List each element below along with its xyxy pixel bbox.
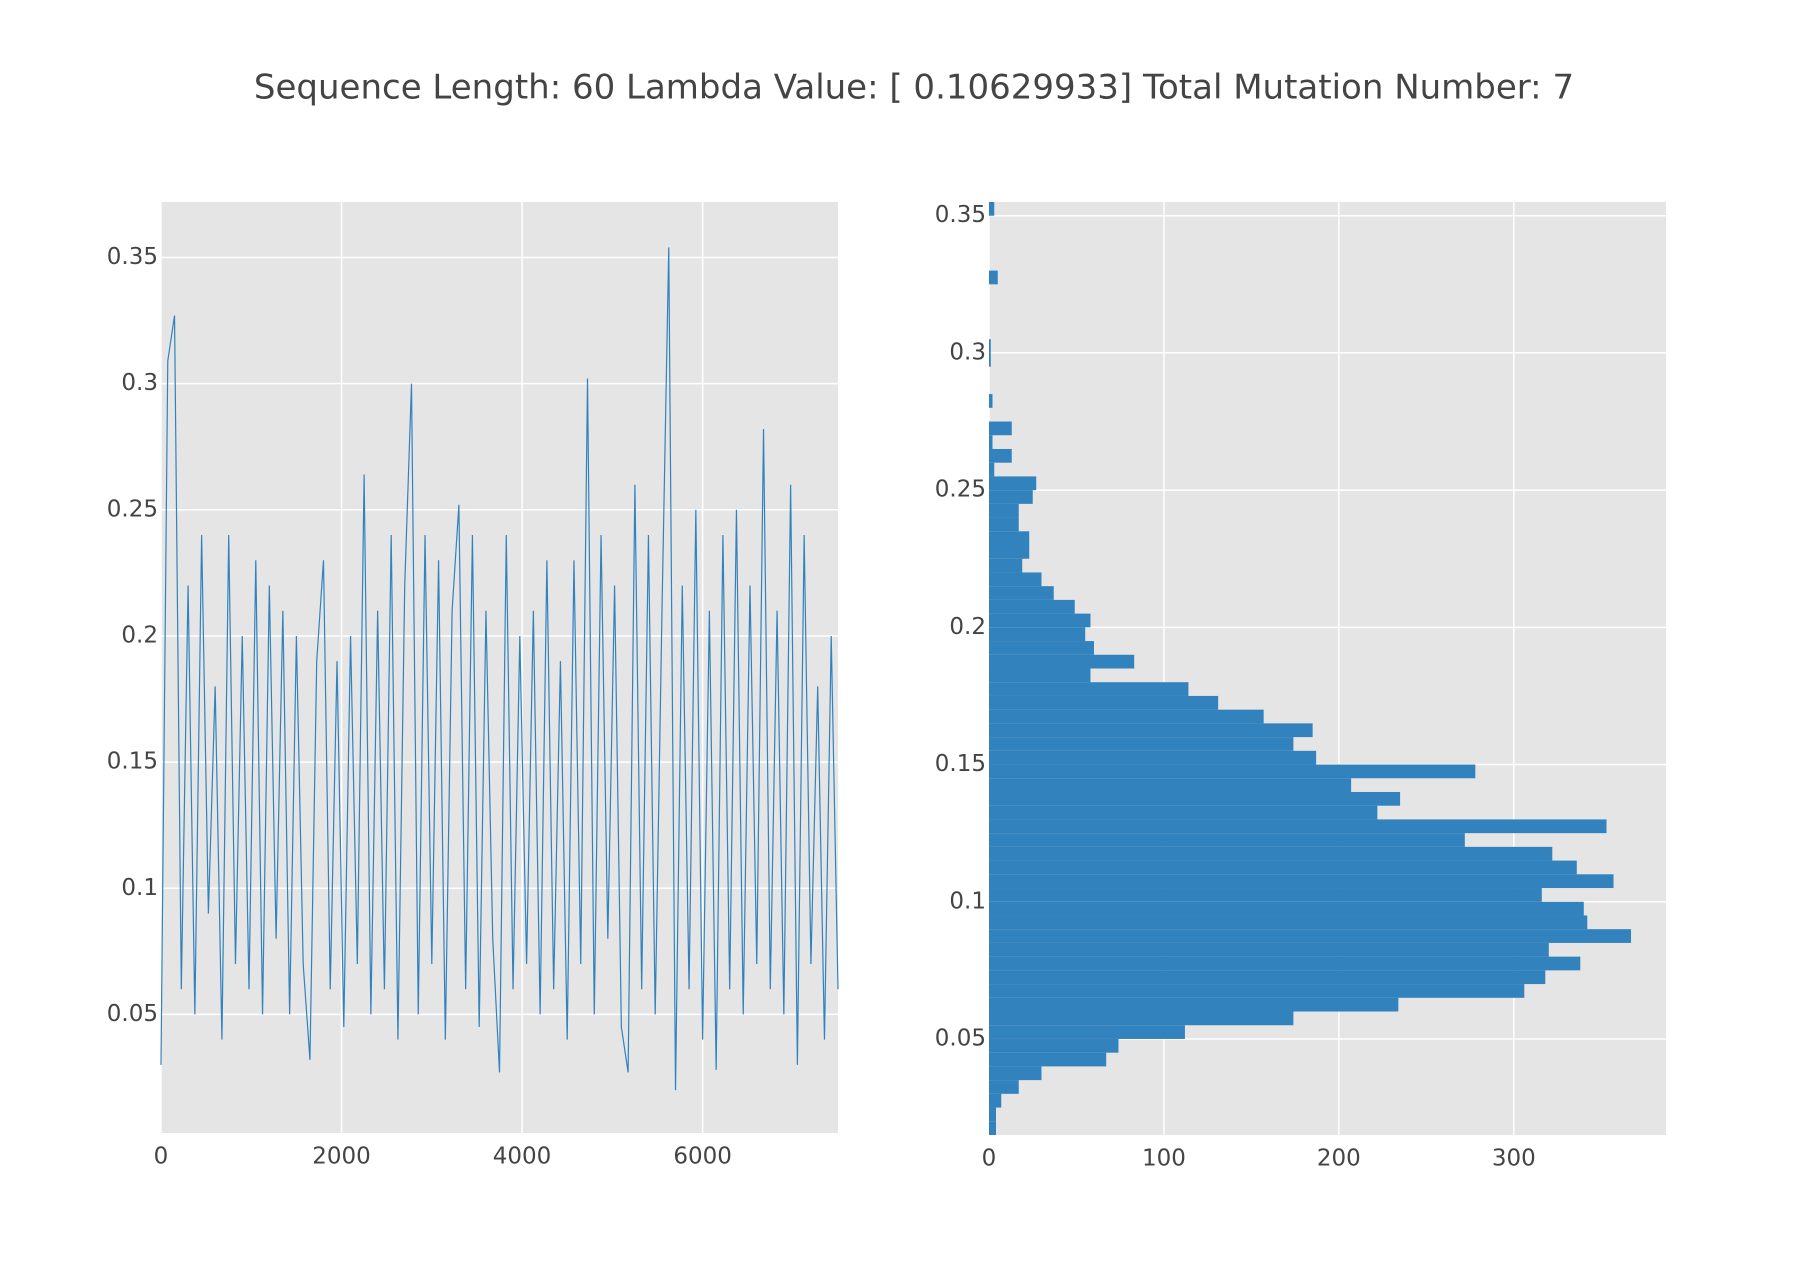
hist-bar: [989, 833, 1465, 847]
y-tick-label: 0.3: [121, 370, 158, 396]
hist-bar: [989, 394, 993, 408]
y-tick-label: 0.25: [935, 477, 986, 503]
y-tick-label: 0.05: [935, 1025, 986, 1051]
hist-bar: [989, 764, 1476, 779]
y-tick-label: 0.1: [121, 875, 158, 901]
hist-bar: [989, 956, 1581, 971]
x-tick-label: 0: [154, 1144, 169, 1170]
hist-bar: [989, 503, 1019, 518]
hist-bar: [989, 1052, 1107, 1067]
hist-bar: [989, 462, 995, 477]
hist-bar: [989, 490, 1033, 504]
hist-bar: [989, 723, 1313, 738]
hist-bar: [989, 778, 1352, 792]
hist-bar: [989, 517, 1019, 532]
hist-bar: [989, 668, 1091, 683]
hist-bar: [989, 984, 1525, 998]
hist-bar: [989, 1121, 996, 1135]
hist-bar: [989, 846, 1553, 861]
hist-bar: [989, 435, 993, 449]
hist-bar: [989, 1107, 996, 1122]
hist-bar: [989, 627, 1086, 642]
hist-bar: [989, 682, 1189, 696]
y-tick-label: 0.35: [935, 202, 986, 228]
hist-bar: [989, 613, 1091, 628]
hist-bar: [989, 641, 1094, 655]
hist-bar: [989, 1011, 1294, 1026]
hist-bar: [989, 202, 995, 216]
hist-bar: [989, 531, 1030, 546]
hist-bar: [989, 586, 1054, 600]
y-tick-label: 0.3: [949, 339, 986, 365]
hist-bar: [989, 339, 991, 353]
y-tick-label: 0.2: [121, 622, 158, 648]
hist-bar: [989, 860, 1577, 875]
hist-bar: [989, 1066, 1042, 1081]
y-tick-label: 0.35: [107, 244, 158, 270]
data-line: [160, 247, 839, 1091]
hist-bar: [989, 558, 1023, 573]
y-tick-label: 0.15: [935, 751, 986, 777]
x-tick-label: 4000: [493, 1144, 552, 1170]
hist-bar: [989, 695, 1219, 710]
hist-bar: [989, 270, 998, 285]
hist-bar: [989, 805, 1378, 820]
y-tick-label: 0.25: [107, 496, 158, 522]
chart-title: Sequence Length: 60 Lambda Value: [ 0.10…: [254, 68, 1574, 108]
y-tick-label: 0.05: [107, 1001, 158, 1027]
hist-bar: [989, 1080, 1019, 1094]
y-tick-label: 0.1: [949, 888, 986, 914]
hist-bar: [989, 819, 1607, 834]
hist-bar: [989, 750, 1317, 765]
hist-bar: [989, 942, 1549, 957]
hist-bar: [989, 654, 1135, 669]
hist-bar: [989, 929, 1632, 943]
hist-bar: [989, 421, 1012, 436]
y-tick-label: 0.2: [949, 614, 986, 640]
x-tick-label: 300: [1492, 1146, 1536, 1172]
hist-bar: [989, 1093, 1002, 1108]
hist-bar: [989, 476, 1037, 491]
hist-bar: [989, 737, 1294, 751]
hist-bar: [989, 599, 1075, 614]
x-tick-label: 0: [982, 1146, 997, 1172]
hist-bar: [989, 352, 991, 367]
hist-bar: [989, 970, 1546, 985]
x-tick-label: 6000: [673, 1144, 732, 1170]
x-tick-label: 200: [1317, 1146, 1361, 1172]
hist-bar: [989, 1025, 1185, 1039]
hist-bar: [989, 709, 1264, 724]
y-tick-label: 0.15: [107, 749, 158, 775]
hist-bar: [989, 888, 1542, 902]
x-tick-label: 2000: [312, 1144, 371, 1170]
hist-bar: [989, 915, 1588, 930]
x-tick-label: 100: [1142, 1146, 1186, 1172]
hist-bar: [989, 1038, 1119, 1053]
hist-bar: [989, 997, 1399, 1012]
hist-bar: [989, 448, 1012, 463]
hist-bar: [989, 545, 1030, 559]
hist-bar: [989, 572, 1042, 587]
hist-bar: [989, 901, 1584, 916]
hist-bar: [989, 791, 1401, 806]
hist-bar: [989, 874, 1614, 889]
